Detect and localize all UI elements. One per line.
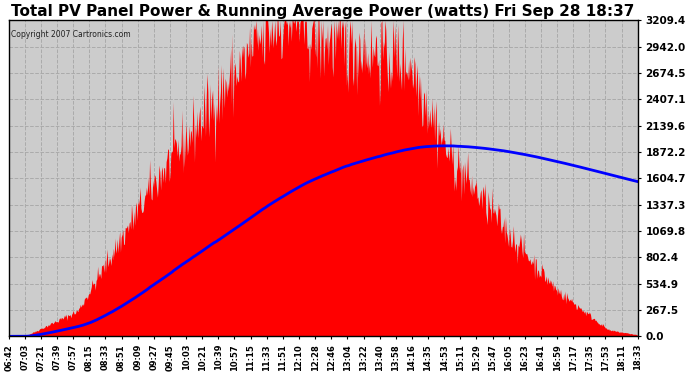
Title: Total PV Panel Power & Running Average Power (watts) Fri Sep 28 18:37: Total PV Panel Power & Running Average P… bbox=[12, 4, 635, 19]
Text: Copyright 2007 Cartronics.com: Copyright 2007 Cartronics.com bbox=[10, 30, 130, 39]
